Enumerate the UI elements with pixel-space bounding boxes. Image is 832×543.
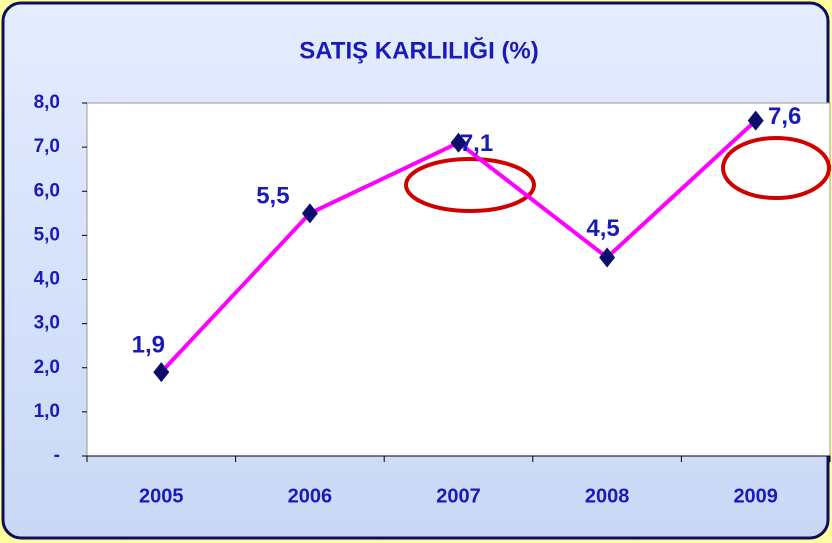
- y-tick-label: 8,0: [34, 92, 60, 113]
- marker: [747, 110, 764, 131]
- data-label: 4,5: [586, 215, 619, 242]
- highlight-ellipse: [404, 157, 536, 213]
- x-tick-label: 2007: [436, 485, 481, 507]
- y-tick-label: 5,0: [34, 224, 60, 245]
- highlight-ellipse: [721, 136, 831, 200]
- x-tick-label: 2006: [288, 485, 333, 507]
- x-tick-label: 2008: [585, 485, 630, 507]
- y-tick-label: 6,0: [34, 180, 60, 201]
- y-tick-label: 1,0: [34, 401, 60, 422]
- data-label: 7,1: [460, 130, 493, 157]
- chart-title: SATIŞ KARLILIĞI (%): [299, 36, 539, 64]
- x-tick-label: 2005: [139, 485, 184, 507]
- y-tick-label: 2,0: [34, 357, 60, 378]
- marker: [599, 247, 616, 268]
- data-label: 5,5: [256, 183, 289, 210]
- plot-area: [86, 102, 831, 457]
- y-tick-label: -: [54, 445, 60, 466]
- y-tick-label: 3,0: [34, 313, 60, 334]
- y-tick-label: 4,0: [34, 269, 60, 290]
- x-tick-label: 2009: [733, 485, 778, 507]
- marker: [450, 132, 467, 153]
- data-label: 1,9: [132, 332, 165, 359]
- marker: [153, 362, 170, 383]
- data-label: 7,6: [768, 103, 801, 130]
- marker: [301, 203, 318, 224]
- y-tick-label: 7,0: [34, 136, 60, 157]
